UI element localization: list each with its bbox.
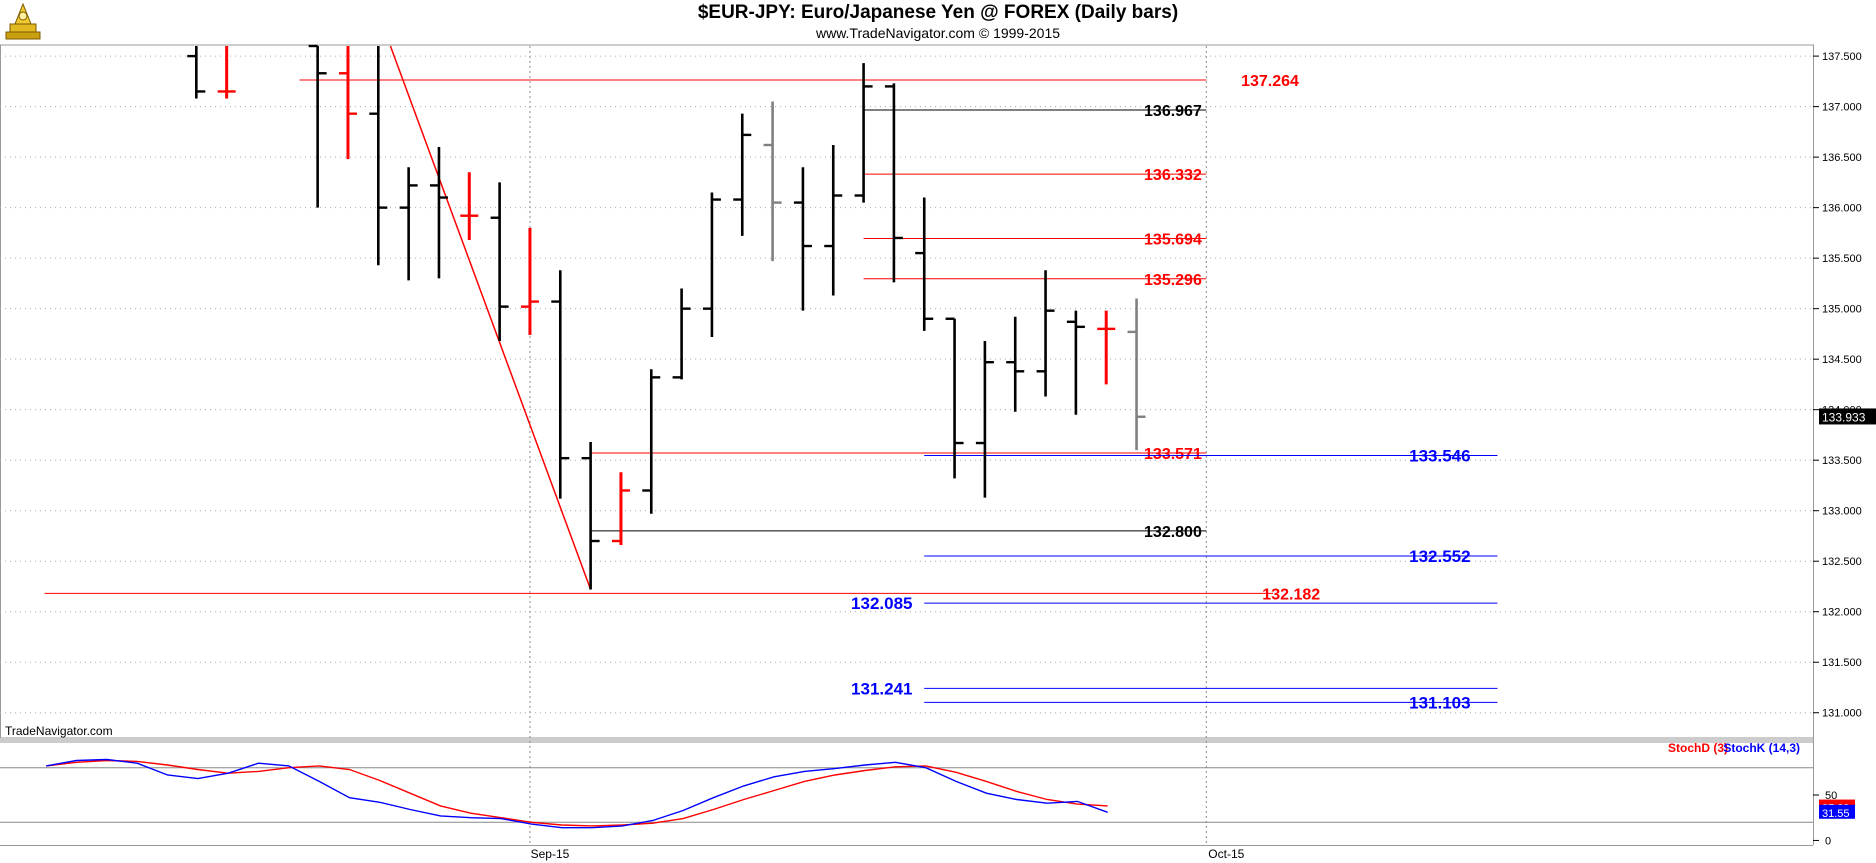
- stoch-series-line: [46, 759, 1108, 827]
- level-label: 135.694: [1144, 232, 1202, 249]
- level-label: 136.967: [1144, 103, 1202, 120]
- y-tick-label: 136.000: [1822, 203, 1862, 215]
- level-label: 135.296: [1144, 272, 1202, 289]
- chart-title: $EUR-JPY: Euro/Japanese Yen @ FOREX (Dai…: [697, 2, 1179, 23]
- last-price-label: 133.933: [1822, 410, 1866, 424]
- stoch-y-tick-label: 50: [1825, 790, 1837, 802]
- x-tick-label: Oct-15: [1208, 847, 1244, 861]
- level-label: 136.332: [1144, 167, 1202, 184]
- y-tick-label: 133.500: [1822, 455, 1862, 467]
- level-label: 137.264: [1241, 73, 1299, 90]
- stoch-series-line: [46, 758, 1108, 829]
- watermark-label: TradeNavigator.com: [5, 724, 113, 738]
- stoch-legend-k: StochK (14,3): [1723, 741, 1800, 755]
- price-panel-frame: [0, 44, 1814, 739]
- y-tick-label: 135.000: [1822, 304, 1862, 316]
- y-tick-label: 133.000: [1822, 506, 1862, 518]
- stoch-legend-d: StochD (3): [1668, 741, 1728, 755]
- y-tick-label: 137.500: [1822, 51, 1862, 63]
- level-label: 132.182: [1262, 586, 1320, 603]
- y-tick-label: 136.500: [1822, 152, 1862, 164]
- x-tick-label: Sep-15: [531, 847, 570, 861]
- chart-subtitle: www.TradeNavigator.com © 1999-2015: [815, 25, 1061, 41]
- level-label: 132.800: [1144, 524, 1202, 541]
- stoch-y-tick-label: 0: [1825, 835, 1831, 847]
- y-tick-label: 134.500: [1822, 354, 1862, 366]
- level-label: 131.103: [1409, 693, 1470, 712]
- y-tick-label: 131.500: [1822, 657, 1862, 669]
- last-price-box: [1819, 408, 1876, 425]
- y-tick-label: 132.500: [1822, 556, 1862, 568]
- level-label: 133.571: [1144, 446, 1202, 463]
- level-label: 132.085: [851, 594, 912, 613]
- y-tick-label: 137.000: [1822, 102, 1862, 114]
- y-tick-label: 135.500: [1822, 253, 1862, 265]
- stoch-k-last-box: [1819, 804, 1855, 819]
- level-label: 133.546: [1409, 447, 1470, 466]
- y-tick-label: 132.000: [1822, 607, 1862, 619]
- trade-navigator-logo-icon: [5, 2, 41, 40]
- level-label: 131.241: [851, 679, 912, 698]
- level-label: 132.552: [1409, 547, 1470, 566]
- y-tick-label: 131.000: [1822, 708, 1862, 720]
- trendline: [389, 45, 592, 590]
- stoch-k-last-label: 31.55: [1822, 808, 1850, 820]
